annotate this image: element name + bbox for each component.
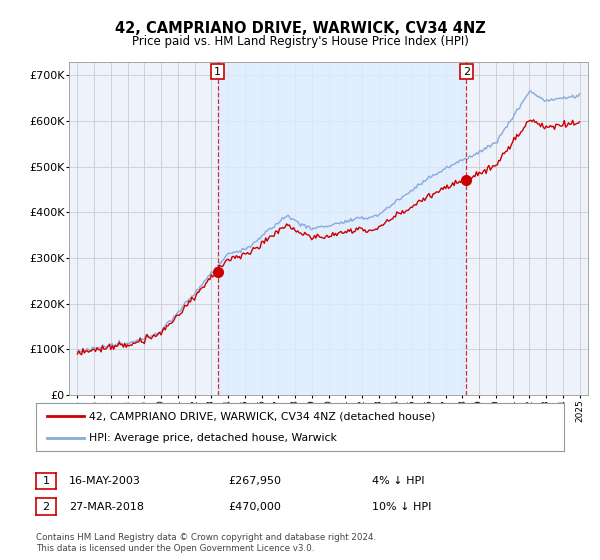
Text: £470,000: £470,000	[228, 502, 281, 512]
Text: Price paid vs. HM Land Registry's House Price Index (HPI): Price paid vs. HM Land Registry's House …	[131, 35, 469, 48]
Text: £267,950: £267,950	[228, 476, 281, 486]
Bar	[218, 62, 466, 395]
Text: 27-MAR-2018: 27-MAR-2018	[69, 502, 144, 512]
Text: 1: 1	[214, 67, 221, 77]
Text: 1: 1	[43, 476, 49, 486]
Text: 16-MAY-2003: 16-MAY-2003	[69, 476, 141, 486]
Text: 2: 2	[43, 502, 49, 512]
Text: 2: 2	[463, 67, 470, 77]
Text: HPI: Average price, detached house, Warwick: HPI: Average price, detached house, Warw…	[89, 433, 337, 443]
Text: Contains HM Land Registry data © Crown copyright and database right 2024.
This d: Contains HM Land Registry data © Crown c…	[36, 533, 376, 553]
Text: 10% ↓ HPI: 10% ↓ HPI	[372, 502, 431, 512]
Text: 4% ↓ HPI: 4% ↓ HPI	[372, 476, 425, 486]
Text: 42, CAMPRIANO DRIVE, WARWICK, CV34 4NZ: 42, CAMPRIANO DRIVE, WARWICK, CV34 4NZ	[115, 21, 485, 36]
Text: 42, CAMPRIANO DRIVE, WARWICK, CV34 4NZ (detached house): 42, CAMPRIANO DRIVE, WARWICK, CV34 4NZ (…	[89, 411, 435, 421]
